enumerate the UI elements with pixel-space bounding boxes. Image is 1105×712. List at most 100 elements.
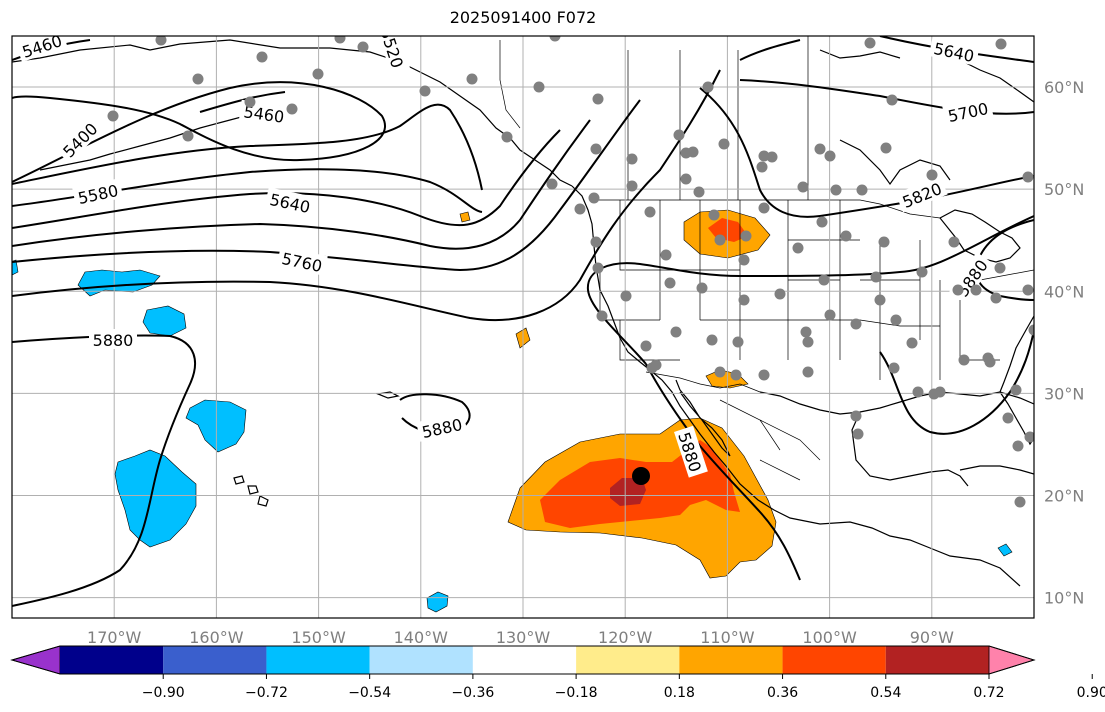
station-marker <box>958 354 970 366</box>
station-marker <box>334 36 346 44</box>
station-marker <box>850 318 862 330</box>
station-marker <box>419 85 431 97</box>
station-marker <box>758 150 770 162</box>
station-marker <box>646 362 658 374</box>
longitude-tick-label: 100°W <box>802 628 857 647</box>
station-marker <box>830 184 842 196</box>
contour-line-5640 <box>12 129 561 229</box>
station-marker <box>256 51 268 63</box>
anomaly-shading <box>12 209 1013 613</box>
colorbar-outline <box>10 645 1036 675</box>
station-marker <box>740 230 752 242</box>
station-marker <box>800 326 812 338</box>
coast-florida <box>999 391 1034 446</box>
station-marker <box>706 334 718 346</box>
station-marker <box>626 180 638 192</box>
station-marker <box>824 150 836 162</box>
station-marker <box>928 388 940 400</box>
border-us-canada <box>592 199 941 219</box>
contour-label-backdrop <box>89 329 137 349</box>
station-marker <box>592 262 604 274</box>
station-marker <box>1010 384 1022 396</box>
colorbar-tick-label: 0.90 <box>1077 685 1105 701</box>
coast-hawaii-3 <box>257 495 269 507</box>
station-marker <box>766 151 778 163</box>
anomaly-darkred-area-1 <box>610 478 646 506</box>
station-marker <box>714 234 726 246</box>
station-marker <box>802 366 814 378</box>
station-marker <box>870 271 882 283</box>
station-marker <box>758 369 770 381</box>
station-marker <box>182 130 194 142</box>
station-marker <box>107 110 119 122</box>
anomaly-blue-area-1 <box>77 269 161 297</box>
station-marker <box>856 184 868 196</box>
station-marker <box>702 81 714 93</box>
station-marker <box>644 206 656 218</box>
station-marker <box>1028 324 1034 336</box>
contour-line-5700-east <box>739 79 1034 115</box>
colorbar-segment <box>576 646 680 674</box>
focus-point-marker <box>632 467 650 485</box>
station-marker <box>816 216 828 228</box>
anomaly-blue-area-5 <box>426 591 449 613</box>
contour-line-5760 <box>12 99 641 272</box>
coast-baja-california <box>675 379 731 457</box>
colorbar-segment <box>369 646 473 674</box>
latitude-tick-label: 20°N <box>1044 486 1084 505</box>
contour-line-5520 <box>12 103 483 191</box>
contour-label-backdrop <box>928 36 980 66</box>
station-marker <box>852 428 864 440</box>
latitude-tick-label: 10°N <box>1044 589 1084 608</box>
contour-label-backdrop <box>264 187 316 217</box>
colorbar-segment <box>782 646 886 674</box>
border-us-mexico <box>645 371 761 393</box>
station-marker <box>357 41 369 53</box>
coast-labrador <box>959 59 1034 103</box>
station-marker <box>590 143 602 155</box>
colorbar-tick-label: 0.54 <box>870 685 901 701</box>
coast-island-1 <box>375 391 400 399</box>
colorbar-tick-label: 0.36 <box>767 685 798 701</box>
longitude-tick-labels: 170°W 160°W 150°W 140°W 130°W 120°W 110°W 100°W… <box>87 628 954 647</box>
station-markers <box>107 36 1034 508</box>
contour-label-backdrop <box>942 96 994 126</box>
station-marker <box>824 309 836 321</box>
station-marker <box>664 277 676 289</box>
station-marker <box>864 37 876 49</box>
colorbar-segment <box>163 646 267 674</box>
station-marker <box>952 284 964 296</box>
station-marker <box>926 169 938 181</box>
station-marker <box>886 94 898 106</box>
station-marker <box>888 362 900 374</box>
longitude-tick-label: 130°W <box>496 628 551 647</box>
anomaly-orange-area-2 <box>459 211 471 223</box>
graticule <box>12 36 1034 618</box>
contour-label-backdrop <box>55 115 104 164</box>
longitude-tick-label: 150°W <box>291 628 346 647</box>
contour-label-backdrop <box>674 425 708 478</box>
colorbar-labels: −0.90 −0.72 −0.54 −0.36 −0.18 0.18 0.36 0.54 0.7… <box>142 674 1105 701</box>
station-marker <box>880 142 892 154</box>
station-marker <box>814 143 826 155</box>
anomaly-blue-area-2 <box>142 305 187 337</box>
station-marker <box>994 262 1006 274</box>
anomaly-blue-area-4 <box>114 449 197 548</box>
colorbar-segment <box>679 646 783 674</box>
coast-hudson-bay <box>839 139 951 186</box>
map-frame <box>11 35 1035 619</box>
station-marker <box>802 336 814 348</box>
colorbar-segment <box>885 646 989 674</box>
station-marker <box>1002 412 1014 424</box>
colorbar-tick-label: −0.54 <box>348 685 391 701</box>
contour-label-backdrop <box>895 175 948 213</box>
station-marker <box>286 103 298 115</box>
coast-atlantic <box>999 315 1034 393</box>
station-marker <box>797 181 809 193</box>
colorbar-extend-high <box>988 645 1036 675</box>
station-marker <box>916 266 928 278</box>
coast-canadian-arctic <box>819 49 901 59</box>
longitude-tick-label: 170°W <box>87 628 142 647</box>
colorbar <box>10 645 1036 675</box>
station-marker <box>758 202 770 214</box>
